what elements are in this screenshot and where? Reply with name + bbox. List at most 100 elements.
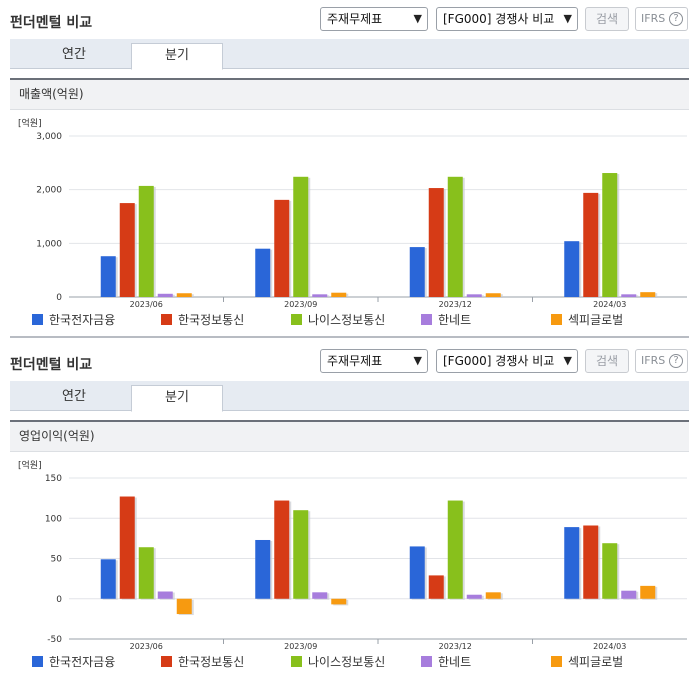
bar (621, 590, 637, 599)
y-tick-label: 3,000 (36, 132, 62, 142)
help-icon[interactable]: ? (669, 12, 683, 26)
bar (293, 510, 309, 599)
statement-select[interactable]: 주재무제표 ▼ (320, 349, 428, 373)
bar (485, 293, 501, 297)
x-tick-label: 2023/12 (439, 642, 472, 651)
x-tick-label: 2024/03 (593, 300, 626, 309)
chevron-down-icon: ▼ (413, 12, 422, 25)
x-tick-label: 2023/06 (130, 642, 163, 651)
panel-title: 펀더멘털 비교 (10, 357, 93, 373)
bar (312, 294, 328, 297)
fundamental-panel-revenue: 펀더멘털 비교 주재무제표 ▼ [FG000] 경쟁사 비교 ▼ 검색 IFRS… (10, 7, 689, 338)
fundamental-panel-operating-profit: 펀더멘털 비교 주재무제표 ▼ [FG000] 경쟁사 비교 ▼ 검색 IFRS… (0, 342, 696, 684)
y-tick-label: 0 (56, 293, 62, 303)
bar (583, 192, 599, 297)
tab-annual[interactable]: 연간 (62, 47, 86, 62)
legend-item[interactable]: 한국정보통신 (161, 654, 244, 672)
y-tick-label: 1,000 (36, 239, 62, 249)
bar (466, 294, 482, 297)
compare-select[interactable]: [FG000] 경쟁사 비교 ▼ (436, 349, 578, 373)
bar (409, 546, 425, 599)
chart-legend: 한국전자금융 한국정보통신 나이스정보통신 한네트 섹피글로벌 (10, 654, 689, 672)
y-tick-label: 150 (45, 474, 62, 484)
legend-item[interactable]: 섹피글로벌 (551, 312, 623, 330)
ifrs-label: IFRS (641, 12, 666, 25)
bar (100, 256, 116, 297)
x-tick-label: 2023/12 (439, 300, 472, 309)
bar (564, 527, 580, 599)
bar (583, 525, 599, 599)
legend-swatch (551, 656, 562, 667)
legend-item[interactable]: 한네트 (421, 312, 471, 330)
search-button[interactable]: 검색 (585, 349, 629, 373)
metric-label: 매출액(억원) (19, 87, 84, 101)
legend-label: 한국정보통신 (178, 313, 245, 327)
legend-swatch (161, 656, 172, 667)
bar (274, 500, 290, 599)
legend-label: 한국전자금융 (49, 655, 116, 669)
tab-annual[interactable]: 연간 (62, 389, 86, 404)
x-tick-label: 2023/06 (130, 300, 163, 309)
bar (409, 247, 425, 297)
bar (176, 293, 192, 297)
bar (176, 598, 192, 615)
legend-item[interactable]: 나이스정보통신 (291, 312, 385, 330)
legend-label: 한네트 (438, 655, 472, 669)
chart-legend: 한국전자금융 한국정보통신 나이스정보통신 한네트 섹피글로벌 (10, 312, 689, 330)
bar (428, 188, 444, 297)
ifrs-button[interactable]: IFRS ? (635, 349, 688, 373)
y-tick-label: 2,000 (36, 186, 62, 196)
bar (466, 594, 482, 599)
tab-quarterly[interactable]: 분기 (131, 43, 223, 70)
revenue-bar-chart: [억원] 0 1,000 2,000 3,000 2023/06 2023/09 2023/1… (18, 117, 687, 309)
compare-select[interactable]: [FG000] 경쟁사 비교 ▼ (436, 7, 578, 31)
metric-header: 영업이익(억원) (10, 420, 689, 452)
bar (119, 203, 135, 297)
bar (293, 176, 309, 297)
legend-swatch (551, 314, 562, 325)
x-tick-label: 2024/03 (593, 642, 626, 651)
legend-swatch (32, 314, 43, 325)
legend-label: 나이스정보통신 (308, 313, 386, 327)
ifrs-button[interactable]: IFRS ? (635, 7, 688, 31)
bar (331, 598, 347, 605)
statement-select[interactable]: 주재무제표 ▼ (320, 7, 428, 31)
legend-label: 섹피글로벌 (568, 655, 624, 669)
unit-label: [억원] (18, 459, 42, 471)
period-tabs: 연간 분기 (10, 381, 689, 412)
operating-profit-bar-chart: [억원] -50 0 50 100 150 2023/06 2023/09 2023/12 202… (18, 459, 687, 651)
bar (331, 292, 347, 297)
chevron-down-icon: ▼ (563, 12, 572, 25)
bar (138, 185, 154, 297)
bar (485, 592, 501, 599)
legend-swatch (161, 314, 172, 325)
bar (255, 539, 271, 599)
bar (119, 496, 135, 599)
legend-item[interactable]: 한국정보통신 (161, 312, 244, 330)
legend-item[interactable]: 한국전자금융 (32, 312, 115, 330)
tab-quarterly[interactable]: 분기 (131, 385, 223, 412)
legend-item[interactable]: 한국전자금융 (32, 654, 115, 672)
statement-select-value: 주재무제표 (327, 12, 383, 26)
bar (312, 592, 328, 599)
metric-header: 매출액(억원) (10, 78, 689, 110)
bar (640, 292, 656, 297)
legend-label: 한국전자금융 (49, 313, 116, 327)
help-icon[interactable]: ? (669, 354, 683, 368)
legend-item[interactable]: 섹피글로벌 (551, 654, 623, 672)
legend-item[interactable]: 나이스정보통신 (291, 654, 385, 672)
bar (157, 591, 173, 599)
bar (157, 293, 173, 297)
search-button[interactable]: 검색 (585, 7, 629, 31)
panel-divider (10, 336, 689, 338)
bar (274, 199, 290, 297)
legend-item[interactable]: 한네트 (421, 654, 471, 672)
bar (621, 294, 637, 297)
bar (138, 547, 154, 599)
legend-label: 한국정보통신 (178, 655, 245, 669)
y-tick-label: 0 (56, 595, 62, 605)
metric-label: 영업이익(억원) (19, 429, 95, 443)
bar (428, 575, 444, 599)
x-tick-label: 2023/09 (284, 642, 317, 651)
legend-swatch (32, 656, 43, 667)
